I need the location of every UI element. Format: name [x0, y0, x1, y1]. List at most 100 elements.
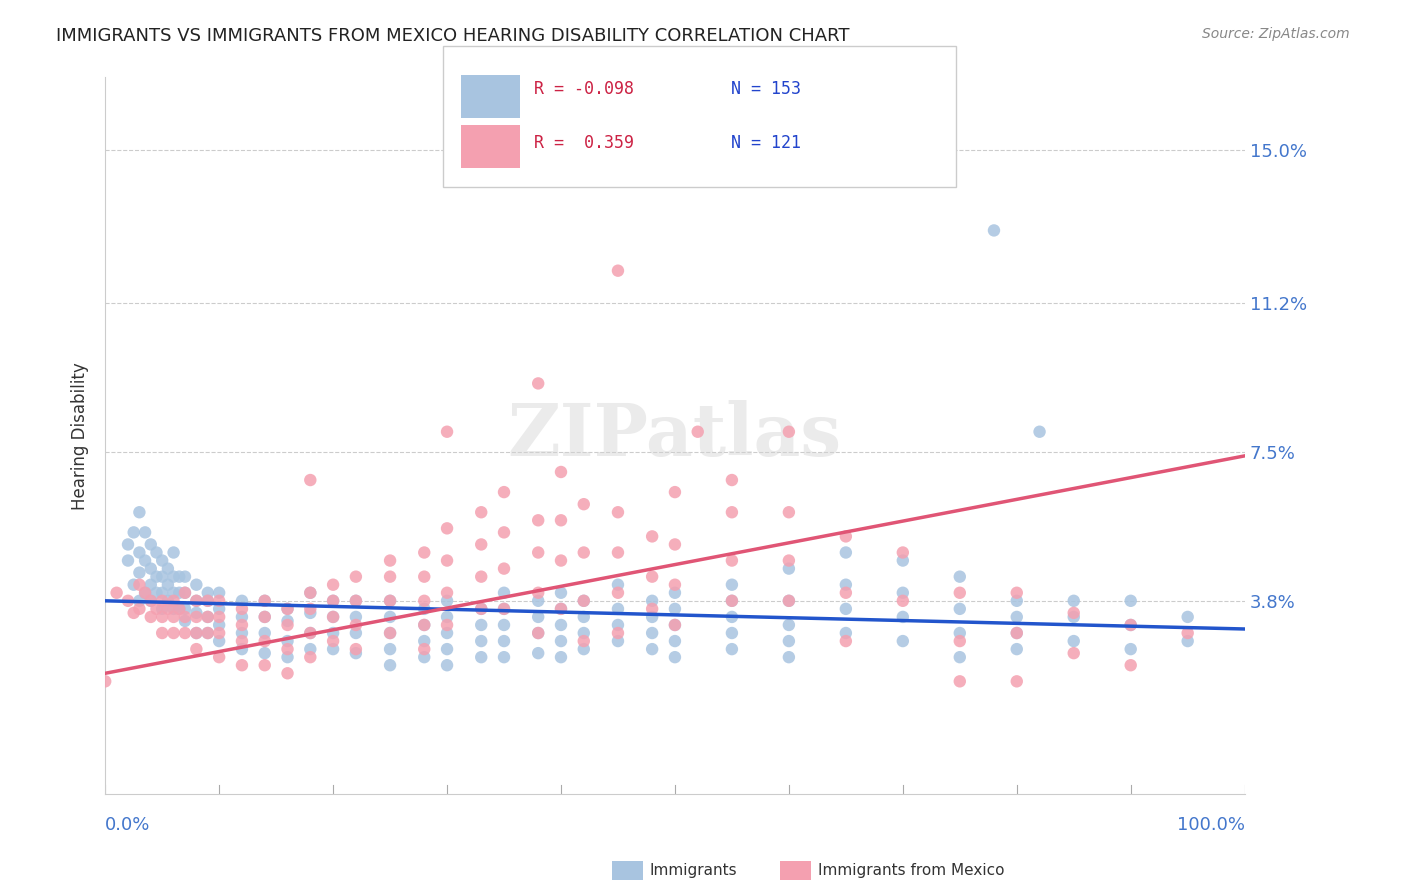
- Point: [156, 578, 179, 592]
- Point: [607, 263, 630, 277]
- Point: [134, 525, 156, 540]
- Point: [1063, 594, 1085, 608]
- Point: [778, 561, 800, 575]
- Point: [492, 602, 515, 616]
- Point: [572, 594, 595, 608]
- Point: [344, 569, 367, 583]
- Point: [664, 634, 686, 648]
- Point: [607, 578, 630, 592]
- Point: [231, 610, 253, 624]
- Point: [231, 634, 253, 648]
- Point: [413, 634, 436, 648]
- Point: [1177, 626, 1199, 640]
- Point: [156, 561, 179, 575]
- Point: [572, 594, 595, 608]
- Point: [145, 602, 167, 616]
- Point: [664, 586, 686, 600]
- Point: [276, 602, 298, 616]
- Point: [721, 594, 744, 608]
- Point: [162, 626, 184, 640]
- Point: [1177, 610, 1199, 624]
- Point: [186, 642, 208, 657]
- Point: [527, 646, 550, 660]
- Point: [470, 634, 492, 648]
- Point: [572, 634, 595, 648]
- Point: [664, 578, 686, 592]
- Point: [949, 626, 972, 640]
- Point: [949, 650, 972, 665]
- Point: [117, 594, 139, 608]
- Point: [253, 658, 276, 673]
- Point: [139, 594, 162, 608]
- Point: [145, 545, 167, 559]
- Point: [413, 618, 436, 632]
- Point: [156, 594, 179, 608]
- Point: [122, 578, 145, 592]
- Point: [145, 569, 167, 583]
- Point: [891, 610, 914, 624]
- Point: [607, 602, 630, 616]
- Point: [276, 618, 298, 632]
- Point: [169, 569, 191, 583]
- Point: [1063, 606, 1085, 620]
- Y-axis label: Hearing Disability: Hearing Disability: [72, 362, 89, 509]
- Point: [253, 646, 276, 660]
- Point: [778, 650, 800, 665]
- Point: [492, 634, 515, 648]
- Point: [492, 618, 515, 632]
- Point: [134, 553, 156, 567]
- Point: [169, 602, 191, 616]
- Point: [322, 594, 344, 608]
- Point: [527, 626, 550, 640]
- Point: [276, 642, 298, 657]
- Point: [550, 586, 572, 600]
- Point: [208, 634, 231, 648]
- Point: [778, 634, 800, 648]
- Point: [527, 626, 550, 640]
- Text: R =  0.359: R = 0.359: [534, 134, 634, 152]
- Point: [607, 505, 630, 519]
- Point: [835, 578, 858, 592]
- Point: [1119, 618, 1142, 632]
- Point: [835, 602, 858, 616]
- Point: [721, 473, 744, 487]
- Point: [378, 626, 401, 640]
- Point: [128, 505, 150, 519]
- Point: [949, 569, 972, 583]
- Point: [835, 634, 858, 648]
- Point: [1005, 626, 1028, 640]
- Point: [607, 586, 630, 600]
- Point: [322, 626, 344, 640]
- Point: [436, 610, 458, 624]
- Point: [276, 634, 298, 648]
- Point: [1119, 642, 1142, 657]
- Point: [150, 594, 173, 608]
- Point: [145, 586, 167, 600]
- Point: [891, 586, 914, 600]
- Point: [413, 594, 436, 608]
- Point: [1005, 642, 1028, 657]
- Point: [122, 525, 145, 540]
- Point: [686, 425, 709, 439]
- Point: [527, 513, 550, 527]
- Point: [208, 594, 231, 608]
- Point: [436, 658, 458, 673]
- Point: [322, 610, 344, 624]
- Point: [208, 610, 231, 624]
- Point: [436, 425, 458, 439]
- Point: [162, 610, 184, 624]
- Point: [322, 642, 344, 657]
- Point: [1005, 626, 1028, 640]
- Point: [664, 618, 686, 632]
- Point: [607, 545, 630, 559]
- Point: [174, 626, 197, 640]
- Point: [208, 618, 231, 632]
- Point: [550, 602, 572, 616]
- Point: [1005, 610, 1028, 624]
- Point: [299, 606, 322, 620]
- Point: [550, 634, 572, 648]
- Point: [436, 618, 458, 632]
- Point: [299, 626, 322, 640]
- Point: [197, 626, 219, 640]
- Point: [891, 553, 914, 567]
